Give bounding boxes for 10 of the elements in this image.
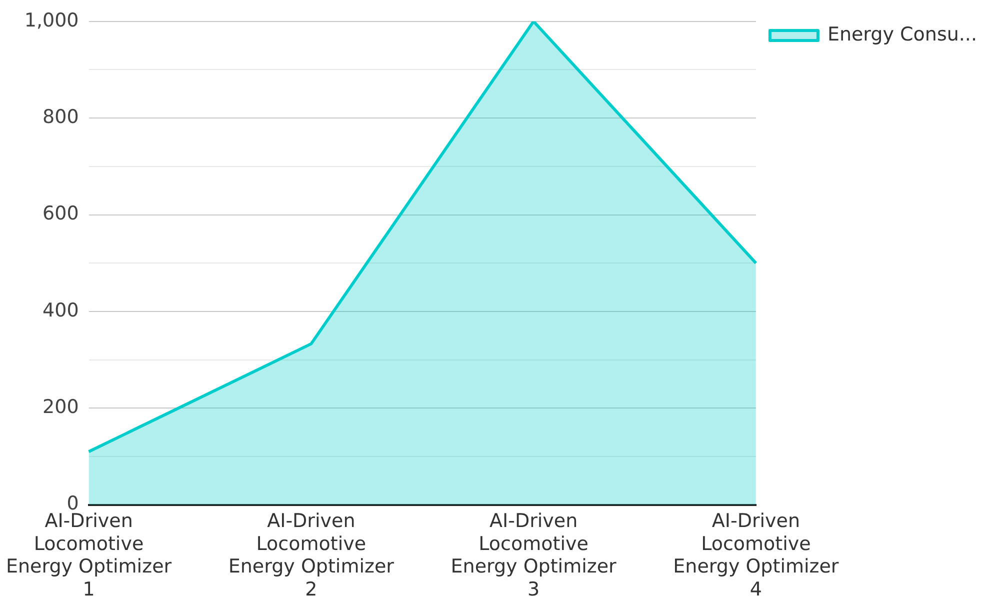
y-tick-label: 600: [42, 202, 79, 225]
x-tick-label: AI-Driven Locomotive Energy Optimizer 4: [673, 510, 839, 601]
x-tick-label: AI-Driven Locomotive Energy Optimizer 3: [450, 510, 617, 601]
legend-label: Energy Consu...: [827, 23, 978, 46]
y-tick-label: 200: [42, 396, 79, 418]
y-tick-label: 800: [42, 106, 79, 128]
x-tick-label: AI-Driven Locomotive Energy Optimizer 1: [6, 510, 172, 601]
y-tick-label: 1,000: [24, 9, 79, 32]
x-tick-label: AI-Driven Locomotive Energy Optimizer 2: [228, 510, 394, 601]
y-tick-label: 400: [42, 299, 79, 322]
